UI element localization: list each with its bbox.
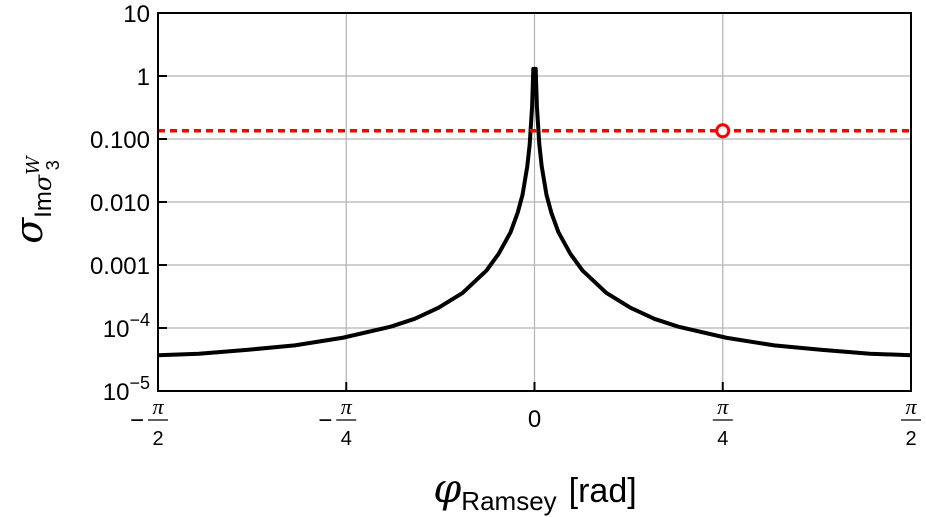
x-tick-label-1: π 4− [318,394,357,450]
y-axis-sub-symbol: σ [29,174,57,191]
x-tick-numerator-4: π [905,394,917,419]
x-tick-label-3: π4 [712,394,733,450]
marker-layer [715,123,731,139]
y-axis-sub-superscript: W [23,155,44,175]
y-axis-ticks: 10−5 10−4 0.001 0.010 0.100 1 10 [90,1,167,406]
x-tick-label-2: 0 [528,406,541,433]
series-layer [157,66,912,358]
y-tick-label-0: 10−5 [103,373,150,406]
y-axis-label: σImσW3 [7,155,63,244]
x-axis-subscript: Ramsey [461,486,556,516]
x-tick-denominator-0: 2 [152,428,163,450]
x-tick-numerator-3: π [717,394,729,419]
x-tick-denominator-1: 4 [341,428,352,450]
svg-text:σImσW3: σImσW3 [7,155,63,244]
x-tick-denominator-4: 2 [905,428,916,450]
x-tick-sign-1: − [318,407,332,434]
x-tick-label-0: π 2− [130,394,168,450]
data-point-0 [715,123,731,139]
y-tick-label-4: 0.100 [90,127,150,154]
x-axis-symbol: φ [433,466,461,512]
y-tick-label-5: 1 [137,64,150,91]
x-tick-numerator-1: π [341,394,353,419]
y-axis-sub-subscript: 3 [43,160,63,170]
y-tick-label-1: 10−4 [103,310,150,343]
x-tick-sign-0: − [130,407,144,434]
y-axis-symbol: σ [7,217,51,244]
x-tick-label-4: π2 [901,394,921,450]
y-tick-label-6: 10 [123,1,150,28]
x-axis-label: φRamsey [rad] [433,466,636,516]
series-line-0 [157,66,912,358]
y-axis-subscript: Im [30,191,57,218]
x-axis-unit: [rad] [569,472,637,510]
y-tick-label-3: 0.010 [90,190,150,217]
x-tick-numerator-0: π [152,394,164,419]
x-tick-denominator-3: 4 [717,428,728,450]
y-tick-label-2: 0.001 [90,253,150,280]
